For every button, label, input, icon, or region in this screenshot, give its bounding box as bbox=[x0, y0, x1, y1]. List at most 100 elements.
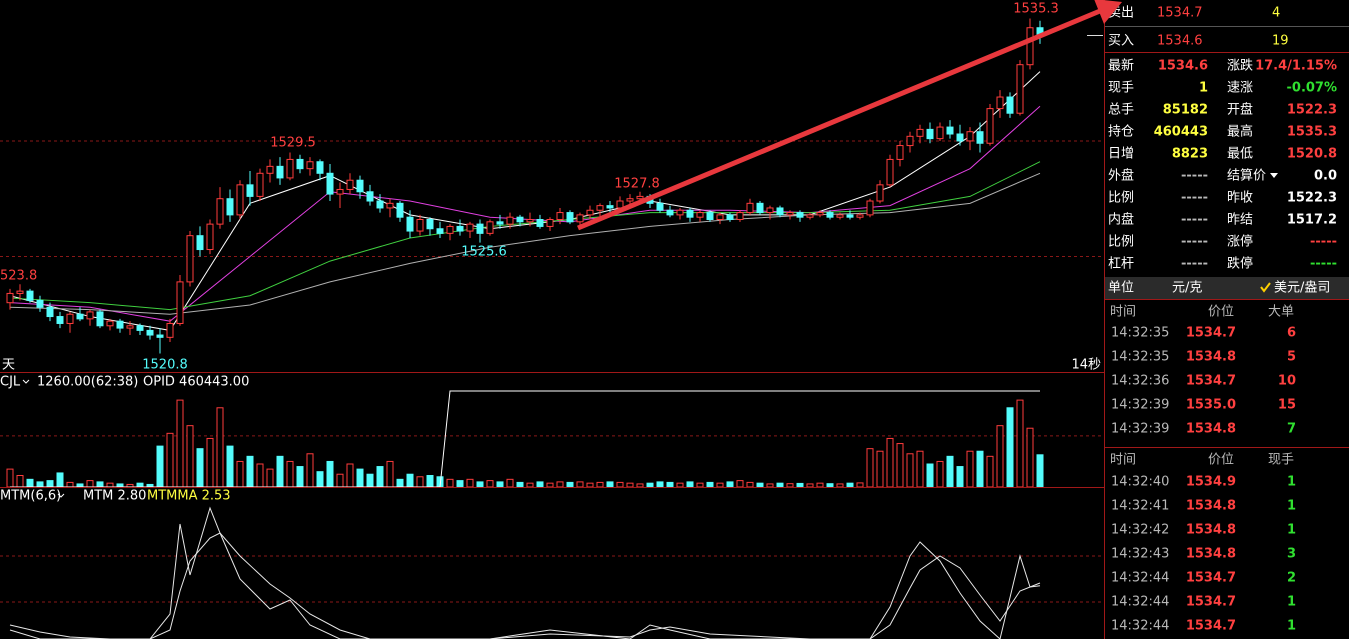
candle-body bbox=[396, 202, 404, 218]
unit-option[interactable]: 美元/盎司 bbox=[1274, 281, 1330, 296]
candle-body bbox=[316, 161, 324, 174]
volume-bar bbox=[876, 450, 884, 488]
candle-body bbox=[76, 313, 84, 320]
trade-size: 1 bbox=[1287, 595, 1296, 610]
candle-body bbox=[666, 209, 674, 216]
trade-price: 1534.7 bbox=[1186, 374, 1236, 389]
candle-body bbox=[616, 200, 624, 209]
volume-bar bbox=[1016, 399, 1024, 488]
column-header: 价位 bbox=[1208, 453, 1234, 468]
stat-value: ----- bbox=[1310, 235, 1337, 250]
stat-value: 1517.2 bbox=[1287, 213, 1337, 228]
volume-bar bbox=[586, 482, 594, 488]
candle-body bbox=[786, 212, 794, 216]
trade-time: 14:32:42 bbox=[1111, 523, 1169, 538]
trade-size: 10 bbox=[1278, 374, 1296, 389]
volume-bar bbox=[506, 478, 514, 488]
trade-time: 14:32:40 bbox=[1111, 475, 1169, 490]
volume-bar bbox=[806, 483, 814, 488]
candle-body bbox=[456, 225, 464, 232]
volume-bar bbox=[416, 476, 424, 488]
candle-body bbox=[726, 214, 734, 221]
volume-legend: 1260.00(62:38) bbox=[37, 375, 138, 390]
volume-bar bbox=[56, 472, 64, 488]
stat-label: 现手 bbox=[1108, 81, 1134, 96]
candle-body bbox=[186, 235, 194, 283]
quote-price: 1534.6 bbox=[1157, 34, 1203, 49]
dropdown-icon[interactable] bbox=[57, 493, 65, 498]
volume-bar bbox=[776, 482, 784, 488]
stat-label: 最高 bbox=[1227, 124, 1253, 140]
candle-body bbox=[706, 212, 714, 221]
candle-body bbox=[46, 306, 54, 318]
volume-bar bbox=[636, 483, 644, 488]
candle-body bbox=[556, 212, 564, 221]
candle-body bbox=[286, 158, 294, 179]
volume-bar bbox=[16, 475, 24, 488]
candle-body bbox=[356, 179, 364, 193]
unit-label: 单位 bbox=[1108, 281, 1134, 296]
candle-body bbox=[336, 188, 344, 195]
trade-price: 1534.7 bbox=[1186, 595, 1236, 610]
volume-bar bbox=[646, 482, 654, 488]
trade-price: 1534.8 bbox=[1186, 499, 1236, 514]
stat-label: 内盘 bbox=[1108, 212, 1134, 228]
dropdown-icon[interactable] bbox=[22, 379, 30, 384]
volume-bar bbox=[936, 460, 944, 488]
trade-size: 2 bbox=[1287, 571, 1296, 586]
volume-bar bbox=[496, 481, 504, 488]
candle-body bbox=[776, 207, 784, 216]
trough-label: 1525.6 bbox=[461, 245, 507, 260]
volume-bar bbox=[266, 468, 274, 488]
volume-bar bbox=[606, 481, 614, 488]
trade-price: 1534.9 bbox=[1186, 475, 1236, 490]
peak-label: 1529.5 bbox=[270, 136, 316, 151]
candle-body bbox=[426, 219, 434, 230]
trade-size: 7 bbox=[1287, 422, 1296, 437]
trade-price: 1534.8 bbox=[1186, 422, 1236, 437]
volume-bar bbox=[1006, 407, 1014, 488]
trade-size: 1 bbox=[1287, 523, 1296, 538]
trade-price: 1534.7 bbox=[1186, 326, 1236, 341]
stat-label: 日增 bbox=[1108, 147, 1134, 162]
candle-body bbox=[176, 281, 184, 324]
stat-label: 跌停 bbox=[1227, 256, 1253, 272]
candle-body bbox=[476, 223, 484, 234]
trade-size: 15 bbox=[1278, 398, 1296, 413]
trade-time: 14:32:35 bbox=[1111, 350, 1169, 365]
chart-area bbox=[0, 18, 1103, 639]
candle-body bbox=[986, 108, 994, 144]
stat-label: 结算价 bbox=[1227, 169, 1266, 184]
trend-arrow bbox=[577, 0, 1122, 231]
candle-body bbox=[896, 145, 904, 160]
stat-value: 1522.3 bbox=[1287, 191, 1337, 206]
trade-time: 14:32:39 bbox=[1111, 398, 1169, 413]
check-icon[interactable] bbox=[1260, 282, 1271, 293]
period-label: 天 bbox=[2, 358, 15, 373]
volume-bar bbox=[216, 407, 224, 488]
volume-bar bbox=[996, 425, 1004, 488]
candle-body bbox=[1006, 96, 1014, 114]
trade-time: 14:32:41 bbox=[1111, 499, 1169, 514]
volume-bar bbox=[226, 445, 234, 488]
candle-body bbox=[376, 200, 384, 209]
candle-body bbox=[506, 216, 514, 225]
volume-bar bbox=[316, 471, 324, 488]
volume-bar bbox=[176, 399, 184, 488]
volume-bar bbox=[786, 483, 794, 488]
candle-body bbox=[166, 322, 174, 338]
volume-bar bbox=[486, 480, 494, 488]
stat-value: ----- bbox=[1181, 257, 1208, 272]
stat-label: 最低 bbox=[1227, 147, 1253, 162]
stat-value: 460443 bbox=[1154, 125, 1208, 140]
candle-body bbox=[466, 223, 474, 232]
trade-time: 14:32:39 bbox=[1111, 422, 1169, 437]
candle-body bbox=[626, 198, 634, 202]
dropdown-icon[interactable] bbox=[1270, 173, 1278, 178]
volume-bar bbox=[456, 480, 464, 488]
volume-bar bbox=[396, 478, 404, 488]
volume-bar bbox=[826, 483, 834, 488]
candle-body bbox=[656, 202, 664, 211]
volume-bar bbox=[706, 481, 714, 488]
